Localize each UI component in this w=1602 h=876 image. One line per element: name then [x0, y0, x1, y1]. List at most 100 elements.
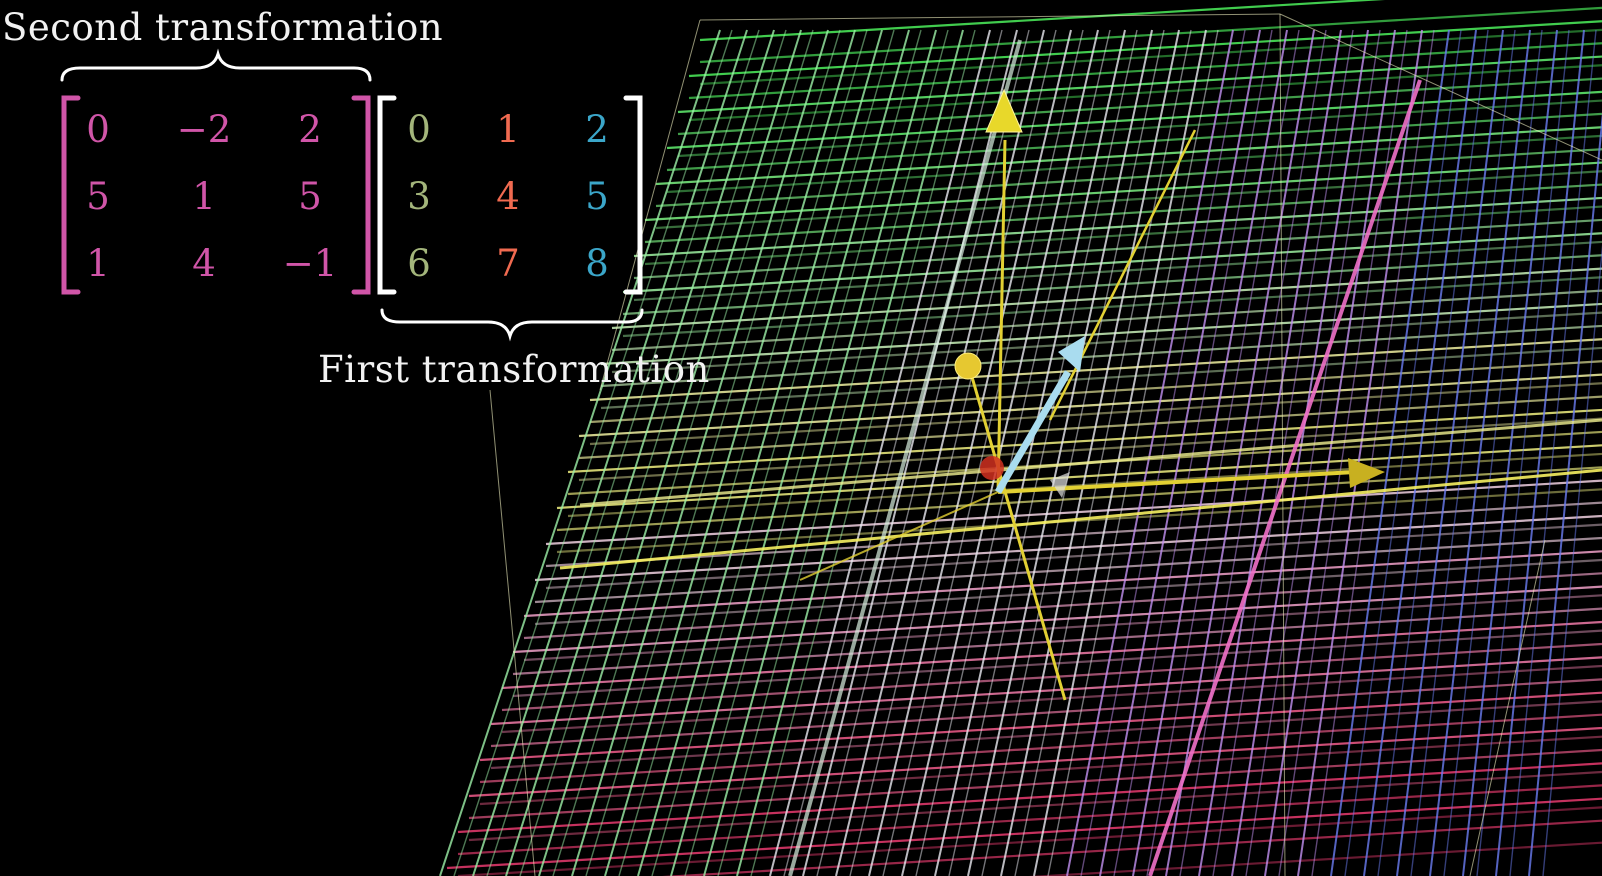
grid-line-slanted [1066, 29, 1234, 876]
grid-line-horizontal [479, 735, 1602, 806]
grid-line-slanted [1080, 29, 1246, 876]
grid-line-slanted [651, 29, 895, 876]
grid-line-slanted [585, 29, 841, 876]
z-axis [996, 139, 1007, 493]
second_transformation-cell-r2c2: 1 [192, 175, 216, 218]
grid-line-slanted [1014, 29, 1192, 876]
grid-line-slanted [703, 29, 937, 876]
grid-line-slanted [519, 29, 787, 876]
grid-line-slanted [1443, 29, 1543, 876]
white-arrow-icon [1050, 472, 1070, 498]
first_transformation-cell-r2c3: 5 [585, 175, 609, 218]
matrices [60, 48, 644, 342]
grid-line-slanted [1179, 29, 1327, 876]
grid-line-horizontal [633, 240, 1602, 302]
grid-line-slanted [670, 29, 910, 876]
grid-line-horizontal [655, 148, 1602, 208]
grid-line-horizontal [545, 501, 1602, 568]
grid-line-horizontal [699, 28, 1602, 86]
grid-line-horizontal [1028, 841, 1602, 876]
grid-line-slanted [1165, 29, 1315, 876]
grid-line-slanted [1363, 29, 1477, 876]
grid-line-horizontal [545, 523, 1602, 590]
grid-line-slanted [1000, 29, 1180, 876]
grid-line-slanted [1099, 29, 1261, 876]
grid-line-slanted [934, 29, 1126, 876]
grid-line-horizontal [633, 218, 1602, 280]
grid-line-horizontal [589, 360, 1602, 424]
box-edge [489, 389, 536, 876]
grid-line-slanted [1429, 29, 1531, 876]
first_transformation-cell-r3c1: 6 [407, 242, 431, 285]
grid-line-slanted [1330, 29, 1450, 876]
grid-line-horizontal [512, 629, 1602, 698]
grid-line-slanted [1528, 112, 1602, 876]
second_transformation-cell-r2c1: 5 [86, 175, 110, 218]
second-transformation-label: Second transformation [2, 6, 444, 49]
grid-line-slanted [750, 29, 976, 876]
second_transformation-cell-r2c3: 5 [298, 175, 322, 218]
grid-line-horizontal [666, 112, 1602, 172]
grid-line-horizontal [556, 488, 1602, 554]
grid-line-slanted [915, 29, 1111, 876]
grid-line-slanted [849, 29, 1057, 876]
grid-line-horizontal [644, 205, 1602, 266]
grid-line-slanted [1344, 29, 1462, 876]
grid-line-horizontal [611, 267, 1602, 330]
yellow-cone-arrow-icon [1348, 458, 1385, 488]
grid-line-slanted [453, 29, 733, 876]
grid-line-slanted [684, 29, 922, 876]
transformed-axis-line [1048, 129, 1197, 421]
grid-line-horizontal [512, 607, 1602, 676]
grid-line-horizontal [468, 770, 1602, 842]
second_transformation-cell-r1c2: −2 [176, 108, 232, 151]
first-matrix-left-bracket [377, 95, 397, 295]
grid-line-horizontal [633, 196, 1602, 258]
grid-line-slanted [967, 29, 1153, 876]
second_transformation-cell-r3c1: 1 [86, 242, 110, 285]
grid-line-slanted [1509, 29, 1597, 876]
grid-line-horizontal [457, 762, 1602, 834]
grid-line-horizontal [578, 373, 1602, 438]
grid-line-slanted [783, 29, 1003, 876]
second_transformation-cell-r3c2: 4 [192, 242, 216, 285]
grid-line-horizontal [677, 99, 1602, 158]
grid-line-slanted [604, 29, 856, 876]
grid-line-highlight [559, 468, 1602, 570]
grid-line-slanted [1231, 29, 1369, 876]
grid-line-slanted [1245, 29, 1381, 876]
light-blue-vector [994, 370, 1072, 494]
grid-line-slanted [1311, 29, 1435, 876]
grid-line-slanted [1377, 29, 1489, 876]
grid-lines [439, 0, 1602, 876]
grid-line-slanted [981, 29, 1165, 876]
grid-line-horizontal [545, 479, 1602, 546]
grid-line-slanted [736, 29, 964, 876]
grid-line-slanted [1047, 29, 1219, 876]
grid-line-slanted [802, 29, 1018, 876]
grid-line-slanted [882, 29, 1084, 876]
box-edge [1279, 13, 1286, 876]
second_transformation-cell-r1c1: 0 [86, 108, 110, 151]
yellow-cone-arrow-icon [985, 88, 1023, 133]
grid-line-horizontal [600, 346, 1602, 410]
grid-line-slanted [1495, 29, 1585, 876]
grid-line-slanted [1542, 244, 1602, 876]
grid-line-slanted [1476, 29, 1570, 876]
grid-line-slanted [1297, 29, 1423, 876]
grid-line-horizontal [589, 382, 1602, 446]
grid-line-slanted [571, 29, 829, 876]
grid-line-horizontal [490, 678, 1602, 748]
grid-line-horizontal [490, 700, 1602, 770]
grid-line-horizontal [567, 452, 1602, 518]
grid-line-horizontal [457, 806, 1602, 876]
grid-line-slanted [1462, 29, 1558, 876]
grid-line-slanted [1033, 29, 1207, 876]
first_transformation-cell-r3c2: 7 [496, 242, 520, 285]
grid-line-horizontal [622, 232, 1602, 294]
grid-line-horizontal [556, 444, 1602, 510]
grid-line-horizontal [611, 311, 1602, 374]
grid-line-slanted [505, 29, 775, 876]
second-matrix-right-bracket [351, 95, 371, 295]
grid-line-horizontal [534, 514, 1602, 582]
